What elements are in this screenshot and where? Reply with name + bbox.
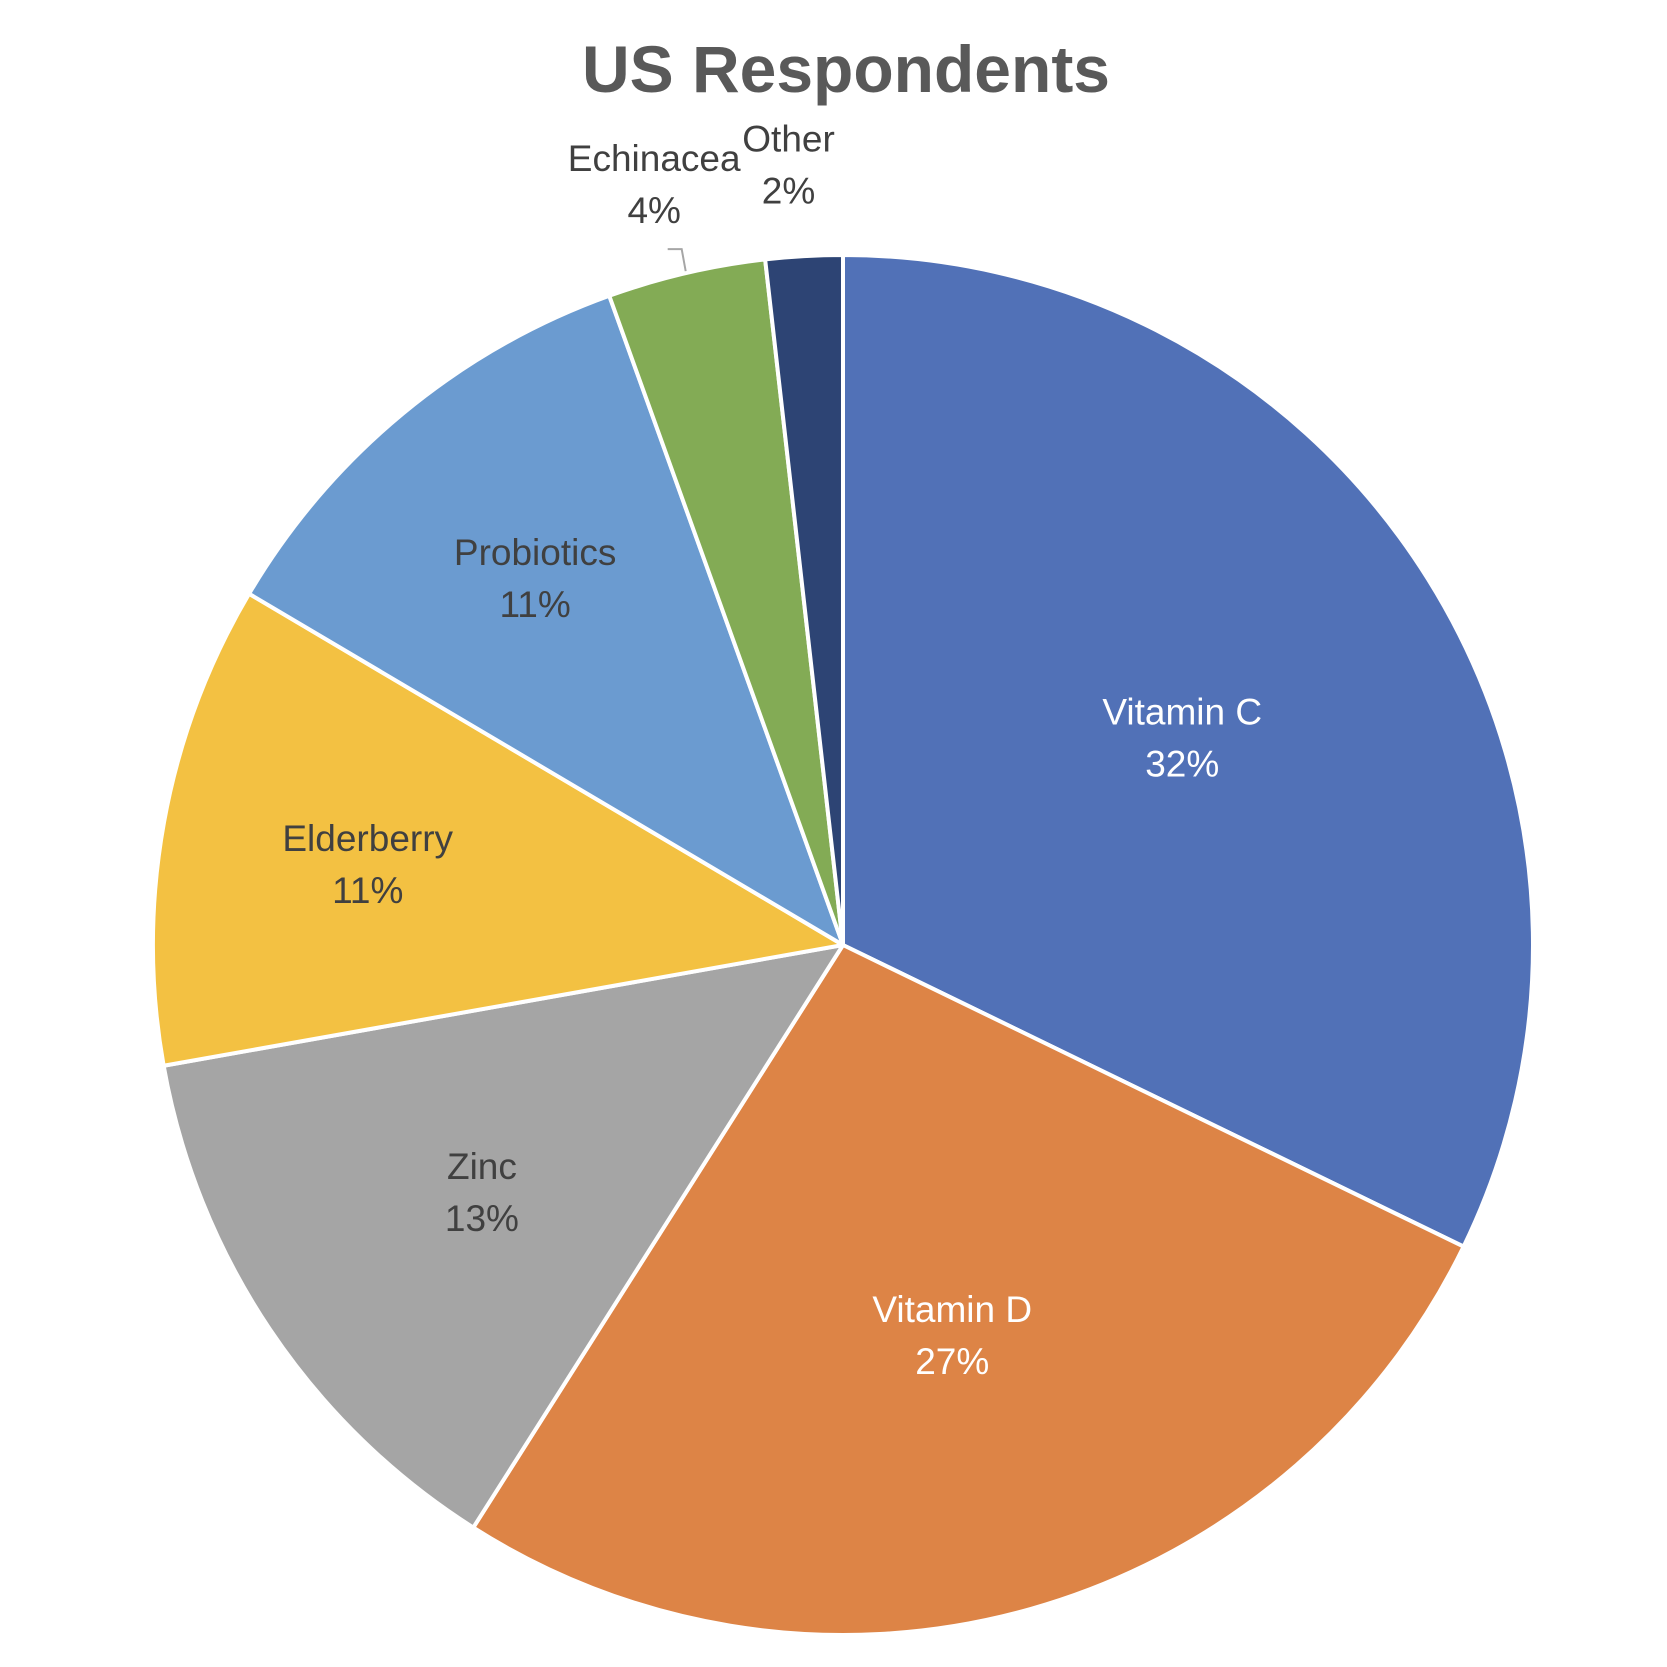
pie-slice-elderberry [151, 591, 845, 1068]
slice-label-vitamin-c: Vitamin C 32% [1102, 692, 1262, 785]
slice-label-vitamin-d: Vitamin D 27% [872, 1289, 1032, 1382]
pie-slice-other [763, 253, 845, 947]
slice-label-echinacea: Echinacea 4% [568, 138, 741, 231]
pie-slice-vitamin-d [471, 943, 1466, 1637]
chart-title: US Respondents [582, 32, 1110, 106]
slice-label-name: Other [742, 119, 835, 160]
pie-slice-zinc [161, 943, 845, 1530]
slice-label-name: Elderberry [282, 818, 453, 859]
slice-label-elderberry: Elderberry 11% [282, 818, 453, 911]
slice-label-percent: 11% [332, 870, 403, 911]
leader-line-echinacea [667, 248, 687, 272]
slice-label-name: Vitamin C [1102, 692, 1262, 733]
leader-lines [667, 248, 687, 272]
slice-label-probiotics: Probiotics 11% [454, 532, 616, 625]
pie-slice-vitamin-c [841, 253, 1535, 1249]
slice-label-name: Echinacea [568, 138, 741, 179]
slice-label-name: Probiotics [454, 532, 616, 573]
slice-label-percent: 2% [762, 171, 815, 212]
slice-label-percent: 11% [499, 584, 570, 625]
slice-label-name: Zinc [447, 1146, 517, 1187]
slice-labels: Vitamin C 32% Vitamin D 27% Zinc 13% Elderberr… [282, 119, 1262, 1382]
slice-label-percent: 32% [1145, 744, 1219, 785]
slice-label-percent: 13% [445, 1198, 519, 1239]
pie-slice-probiotics [247, 293, 845, 947]
slice-label-percent: 4% [627, 190, 680, 231]
slice-label-percent: 27% [915, 1341, 989, 1382]
slice-label-zinc: Zinc 13% [445, 1146, 519, 1239]
slice-label-other: Other 2% [742, 119, 835, 212]
pie-slices [151, 253, 1535, 1637]
slice-label-name: Vitamin D [872, 1289, 1032, 1330]
